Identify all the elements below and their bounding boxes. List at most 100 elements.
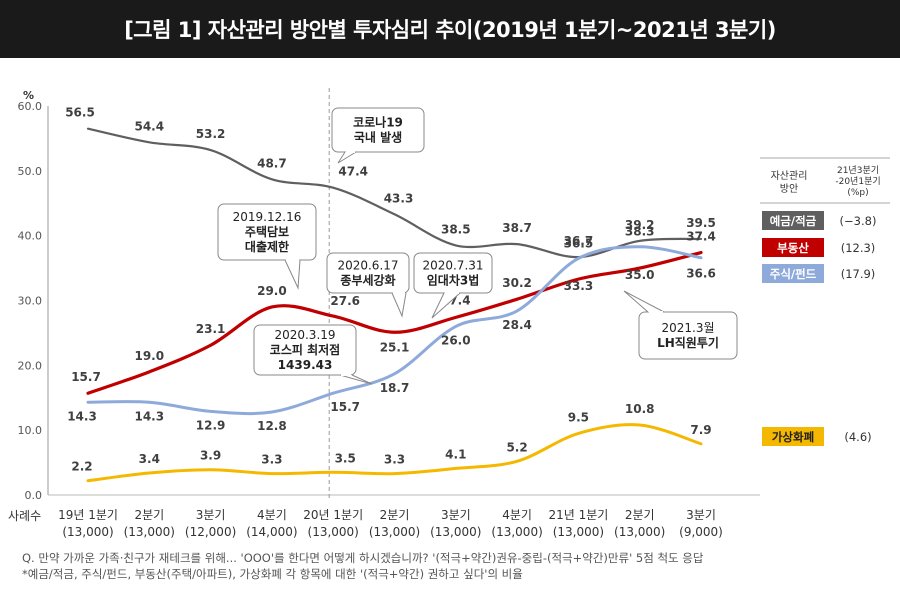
x-tick-label: 3분기: [196, 508, 226, 522]
y-tick-label: 20.0: [18, 359, 43, 372]
legend-label: 가상화폐: [772, 430, 814, 444]
sample-size-label: 사례수: [8, 509, 41, 523]
legend-header-change: 21년3분기: [837, 165, 879, 176]
legend-change: (17.9): [841, 267, 876, 281]
x-tick-label: 4분기: [502, 508, 532, 522]
data-label: 28.4: [502, 318, 532, 332]
legend-swatch-deposit: [762, 211, 824, 230]
annotation-text: 2020.6.17: [337, 259, 398, 273]
annotation-text: 2020.3.19: [274, 328, 335, 342]
x-tick-label: 2분기: [625, 508, 655, 522]
annotation-text: 1439.43: [278, 358, 333, 372]
annotation-text: 대출제한: [245, 239, 289, 254]
x-tick-label: 4분기: [257, 508, 287, 522]
x-sample-size: (13,000): [369, 525, 420, 539]
data-label: 36.5: [564, 236, 594, 250]
legend-label: 주식/펀드: [770, 267, 817, 281]
data-label: 36.7: [564, 234, 594, 248]
x-tick-label: 20년 1분기: [303, 508, 363, 522]
series-line-deposit: [86, 127, 703, 259]
legend-swatch-real-estate: [762, 238, 824, 257]
legend-swatch-crypto: [762, 427, 824, 446]
data-label: 23.1: [196, 322, 226, 336]
data-label: 47.4: [338, 165, 368, 179]
x-tick-label: 3분기: [441, 508, 471, 522]
x-tick-label: 21년 1분기: [548, 508, 608, 522]
annotation-text: 주택담보: [245, 224, 289, 239]
annotation-text: 코로나19: [353, 115, 403, 130]
legend-header-change: -20년1분기: [835, 176, 880, 187]
annotation-pointer: [284, 259, 301, 290]
x-sample-size: (13,000): [553, 525, 604, 539]
data-label: 39.2: [625, 218, 655, 232]
data-label: 36.6: [686, 267, 716, 281]
data-label: 15.7: [330, 400, 360, 414]
data-label: 7.9: [690, 423, 711, 437]
data-label: 10.8: [625, 402, 655, 416]
y-tick-label: 10.0: [18, 424, 43, 437]
data-label: 30.2: [502, 276, 532, 290]
annotation-text: 코스피 최저점: [270, 342, 340, 357]
data-label: 3.3: [384, 453, 405, 467]
x-tick-label: 19년 1분기: [58, 508, 118, 522]
data-label: 25.1: [380, 340, 410, 354]
annotation-box: [638, 311, 738, 360]
line-chart: % 0.0 10.0 20.0 30.0 40.0 50.0 60.0 사례수 19년 1분기 (1…: [8, 88, 890, 539]
y-tick-label: 0.0: [25, 489, 43, 502]
legend-swatch-stock: [762, 264, 824, 283]
x-tick-label: 2분기: [134, 508, 164, 522]
x-sample-size: (13,000): [430, 525, 481, 539]
annotation-pointer: [431, 292, 461, 319]
data-label: 27.6: [330, 294, 360, 308]
data-label: 37.4: [686, 230, 716, 244]
annotation-text: 2019.12.16: [233, 210, 302, 224]
data-label: 9.5: [568, 410, 589, 424]
y-axis-unit: %: [23, 89, 34, 102]
data-label: 3.5: [335, 451, 356, 465]
data-label: 18.7: [380, 381, 410, 395]
y-tick-label: 60.0: [18, 100, 43, 113]
data-label: 14.3: [134, 409, 164, 423]
data-label: 12.8: [257, 419, 287, 433]
data-label: 5.2: [506, 440, 527, 454]
x-sample-size: (13,000): [62, 525, 113, 539]
data-label: 2.2: [71, 460, 92, 474]
x-tick-label: 3분기: [686, 508, 716, 522]
series-line-real-estate: [86, 250, 703, 395]
data-label: 56.5: [65, 106, 95, 120]
x-sample-size: (9,000): [679, 525, 723, 539]
legend-change: (−3.8): [840, 214, 877, 228]
annotation-box: [253, 324, 357, 376]
annotation-text: 국내 발생: [354, 130, 402, 145]
data-label: 26.0: [441, 333, 471, 347]
x-sample-size: (14,000): [246, 525, 297, 539]
annotation-text: LH직원투기: [657, 335, 719, 350]
footnote-definition: *예금/적금, 주식/펀드, 부동산(주택/아파트), 가상화폐 각 항목에 대…: [22, 567, 523, 581]
data-label: 3.3: [261, 453, 282, 467]
legend-header-method: 자산관리: [771, 170, 808, 182]
annotation-text: 2020.7.31: [422, 259, 483, 273]
y-tick-label: 30.0: [18, 295, 43, 308]
y-tick-label: 40.0: [18, 230, 43, 243]
data-label: 19.0: [134, 349, 164, 363]
data-label: 14.3: [67, 409, 97, 423]
data-label: 38.3: [625, 225, 655, 239]
footnote-question: Q. 만약 가까운 가족·친구가 재테크를 위해... 'OOO'를 한다면 어…: [22, 551, 704, 565]
annotation-box: [217, 203, 317, 261]
data-label: 43.3: [384, 191, 414, 205]
data-label: 53.2: [196, 127, 226, 141]
annotation-pointer: [337, 151, 357, 164]
annotation-box: [331, 107, 425, 153]
x-sample-size: (13,000): [124, 525, 175, 539]
data-label: 33.3: [564, 279, 594, 293]
data-label: 15.7: [71, 370, 101, 384]
x-sample-size: (13,000): [614, 525, 665, 539]
series-line-stock: [86, 245, 703, 416]
data-label: 38.5: [441, 222, 471, 236]
data-label: 4.1: [445, 447, 466, 461]
annotation-pointer: [339, 374, 373, 385]
legend-header-change: (%p): [847, 188, 868, 198]
x-sample-size: (13,000): [308, 525, 359, 539]
data-label: 35.0: [625, 268, 655, 282]
legend-label: 예금/적금: [770, 214, 817, 228]
